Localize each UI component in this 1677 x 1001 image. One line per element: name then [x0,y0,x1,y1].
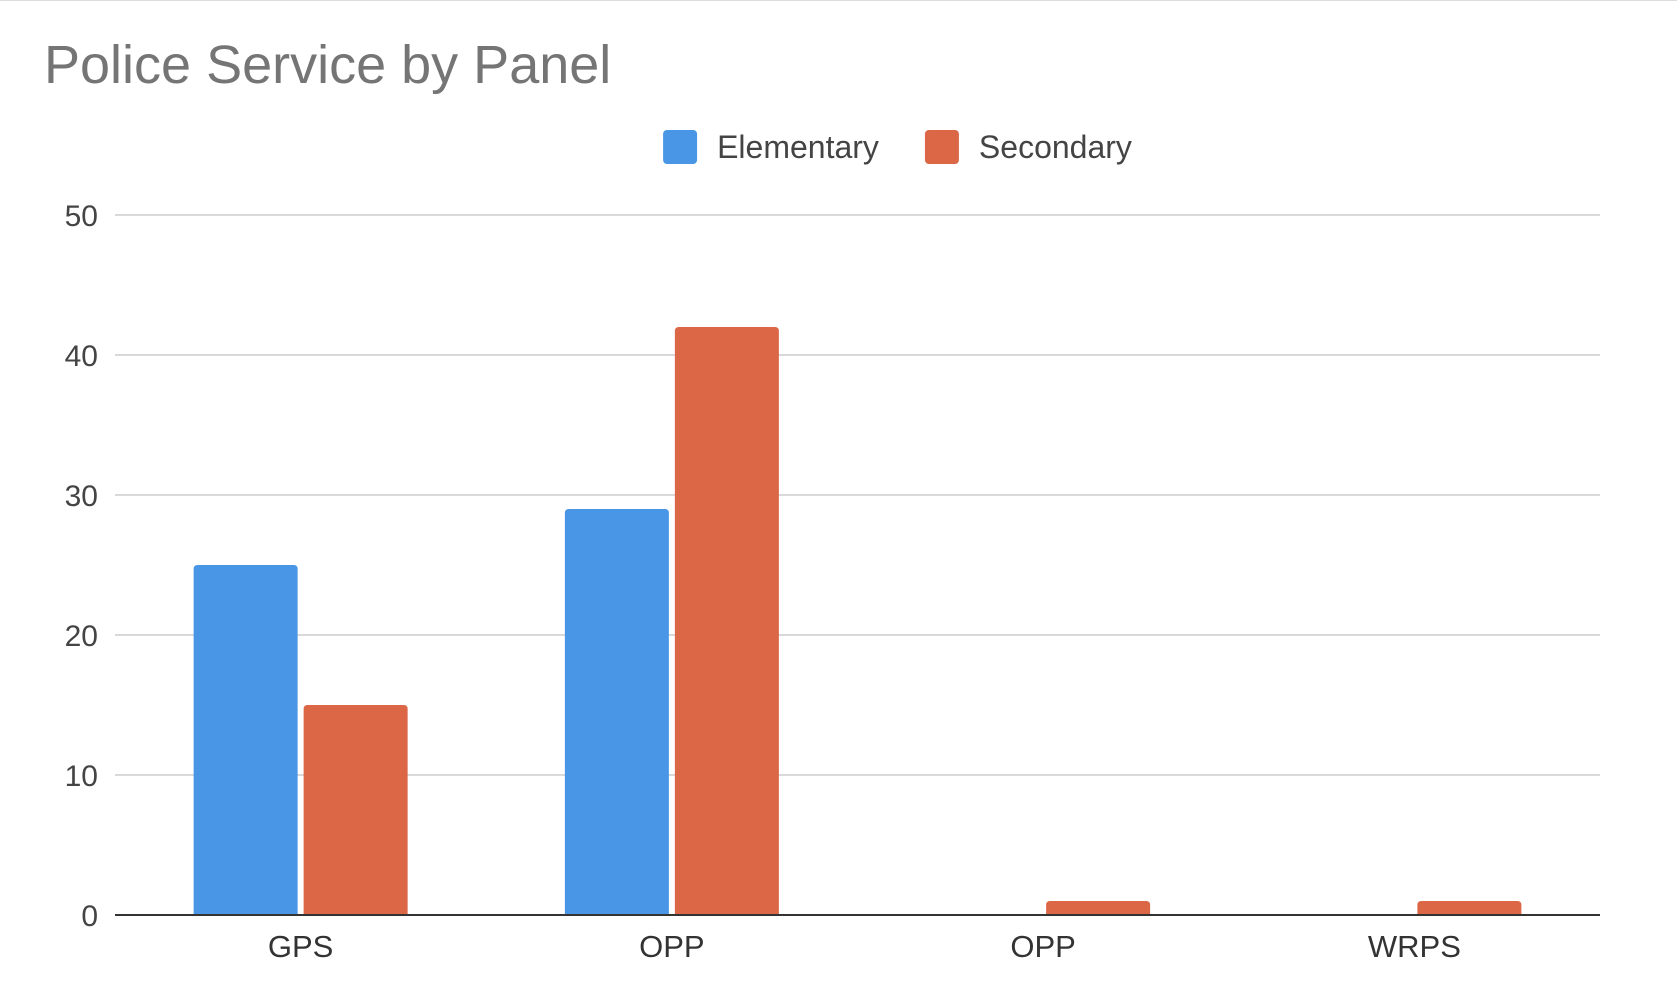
y-tick-label: 40 [65,340,98,373]
bars [193,327,1522,915]
y-tick-label: 10 [65,760,98,793]
x-axis-labels: GPS OPP OPP WRPS [268,929,1461,964]
bar-elementary-opp [564,509,669,915]
legend-label-secondary: Secondary [979,129,1132,165]
bar-secondary-wrps [1417,901,1522,915]
x-category-label: GPS [268,929,333,964]
legend-swatch-secondary [924,130,959,164]
x-category-label: WRPS [1368,929,1461,964]
gridlines [115,214,1600,776]
legend: Elementary Secondary [663,129,1132,165]
chart-title: Police Service by Panel [44,35,612,95]
y-tick-label: 0 [81,900,98,933]
top-border [0,0,1677,1]
bar-elementary-gps [193,565,298,915]
bar-secondary-opp [1046,901,1151,915]
y-axis-ticks: 0 10 20 30 40 50 [65,200,98,933]
bar-secondary-opp [674,327,779,915]
x-category-label: OPP [1010,929,1075,964]
bar-secondary-gps [303,705,408,915]
legend-label-elementary: Elementary [717,129,879,165]
legend-swatch-elementary [663,130,698,164]
y-tick-label: 30 [65,480,98,513]
y-tick-label: 20 [65,620,98,653]
y-tick-label: 50 [65,200,98,233]
x-category-label: OPP [639,929,704,964]
